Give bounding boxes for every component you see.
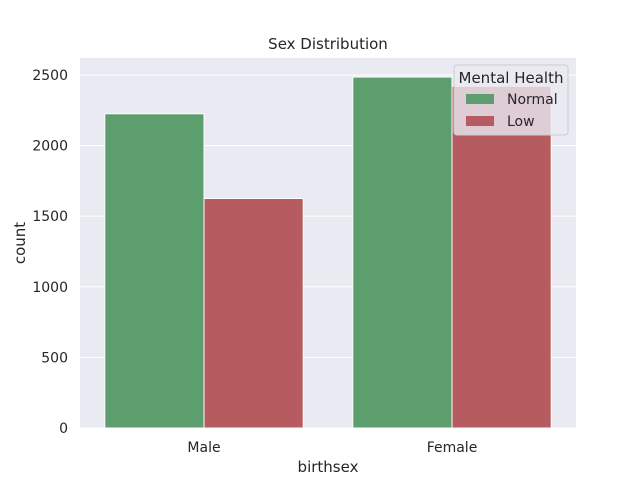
y-tick-label: 1500 [32,209,68,225]
y-tick-label: 0 [59,421,68,437]
legend-label-low: Low [507,114,535,130]
bars [104,76,552,429]
y-tick-labels: 0 500 1000 1500 2000 2500 [32,68,68,437]
legend-label-normal: Normal [507,92,558,108]
legend-swatch-normal [466,94,494,104]
legend-title: Mental Health [459,69,564,87]
bar-low-female [451,85,552,429]
y-tick-label: 1000 [32,280,68,296]
x-tick-label: Female [427,440,478,456]
x-axis-label: birthsex [298,458,359,476]
legend-swatch-low [466,116,494,126]
y-tick-label: 2500 [32,68,68,84]
bar-normal-male [104,113,205,429]
chart-title: Sex Distribution [268,35,388,53]
y-tick-label: 2000 [32,139,68,155]
y-tick-label: 500 [41,350,68,366]
legend: Mental Health Normal Low [453,64,569,136]
x-tick-labels: Male Female [187,440,477,456]
y-axis-label: count [11,222,29,264]
bar-normal-female [352,76,453,429]
bar-low-male [203,198,304,429]
x-tick-label: Male [187,440,220,456]
